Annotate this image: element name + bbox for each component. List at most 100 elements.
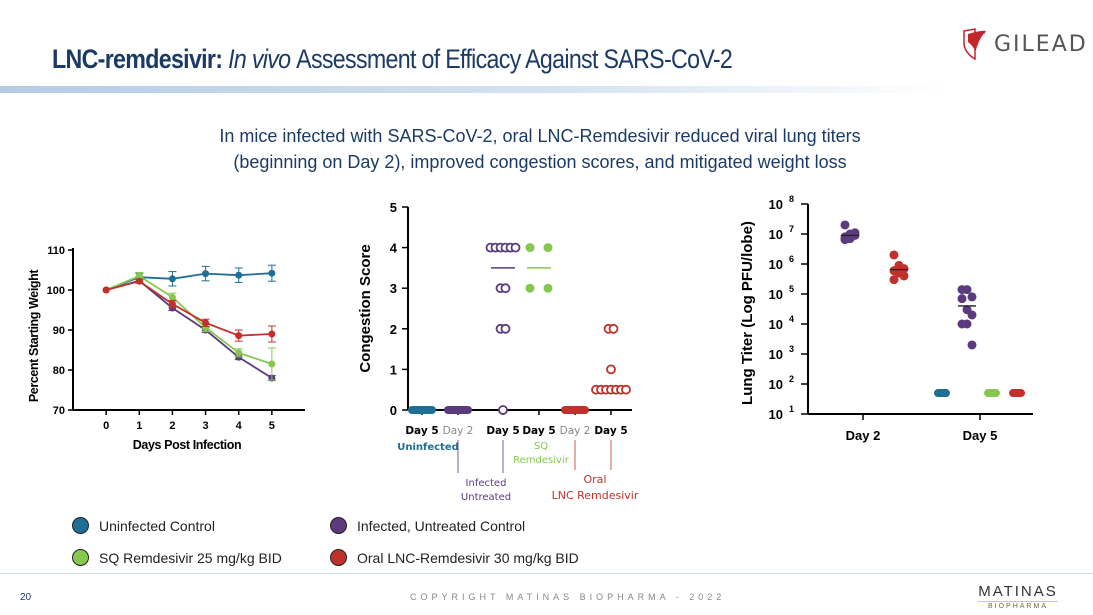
data-point	[268, 269, 276, 277]
data-point	[967, 292, 977, 302]
series-line-uninfected	[105, 272, 272, 291]
data-point	[543, 243, 553, 253]
y-tick-label: 10	[769, 317, 783, 332]
matinas-wordmark: MATINAS	[978, 583, 1058, 600]
legend-item-sq: SQ Remdesivir 25 mg/kg BID	[72, 549, 282, 566]
data-point	[510, 242, 521, 253]
data-point-cluster	[934, 389, 950, 398]
legend-swatch-untreated	[330, 517, 347, 534]
copyright-text: COPYRIGHT MATINAS BIOPHARMA - 2022	[410, 592, 726, 602]
legend-item-oral: Oral LNC-Remdesivir 30 mg/kg BID	[330, 549, 579, 566]
y-tick-label: 10	[769, 227, 783, 242]
matinas-logo: MATINAS BIOPHARMA	[978, 583, 1058, 610]
data-point	[168, 275, 176, 283]
x-tick-label: Day 2	[846, 428, 881, 443]
y-tick-label: 10	[769, 287, 783, 302]
data-point	[235, 349, 243, 357]
x-tick-label: Day 5	[594, 425, 627, 437]
data-point	[202, 319, 210, 327]
subtitle: In mice infected with SARS-CoV-2, oral L…	[180, 123, 900, 175]
data-point	[845, 230, 855, 240]
data-point	[202, 270, 210, 278]
legend-label: Uninfected Control	[99, 517, 215, 534]
y-axis-label: Congestion Score	[357, 244, 374, 372]
data-point	[899, 271, 909, 281]
y-tick-label: 4	[390, 241, 398, 256]
series-line-untreated	[105, 279, 273, 379]
y-tick-exponent: 6	[789, 254, 794, 264]
y-tick-label: 110	[47, 245, 65, 257]
data-point	[967, 340, 977, 350]
y-tick-label: 1	[390, 362, 397, 377]
x-tick-label: Day 2	[560, 425, 591, 437]
data-point	[268, 330, 276, 338]
y-tick-exponent: 2	[789, 374, 794, 384]
gilead-shield-icon	[963, 28, 986, 60]
y-tick-label: 2	[390, 322, 397, 337]
y-tick-exponent: 5	[789, 284, 794, 294]
x-tick-label: Day 5	[486, 425, 519, 437]
footer-divider	[0, 573, 1093, 574]
x-tick-label: 1	[136, 420, 142, 432]
series-line-oral	[105, 280, 272, 337]
y-tick-label: 100	[47, 285, 65, 297]
data-point-cluster	[444, 406, 472, 414]
matinas-subtext: BIOPHARMA	[987, 603, 1048, 610]
legend-swatch-sq	[72, 549, 89, 566]
data-point	[202, 324, 210, 332]
subtitle-line-1: In mice infected with SARS-CoV-2, oral L…	[219, 126, 861, 146]
legend-label: Oral LNC-Remdesivir 30 mg/kg BID	[357, 549, 579, 566]
data-point	[268, 360, 276, 368]
data-point-cluster	[408, 406, 436, 414]
gilead-wordmark: GILEAD	[994, 31, 1088, 57]
data-point	[235, 271, 243, 279]
y-tick-label: 90	[53, 325, 65, 337]
legend-item-untreated: Infected, Untreated Control	[330, 517, 525, 534]
group-label-untreated: Untreated	[461, 492, 511, 503]
legend-swatch-oral	[330, 549, 347, 566]
page-title: LNC-remdesivir: In vivo Assessment of Ef…	[52, 44, 733, 75]
group-label-sq: SQ	[534, 441, 548, 452]
gilead-logo: GILEAD	[962, 28, 1088, 60]
y-tick-exponent: 4	[789, 314, 794, 324]
x-tick-label: 5	[269, 420, 275, 432]
title-italic: In vivo	[228, 44, 291, 74]
y-tick-label: 10	[769, 407, 783, 422]
group-label-uninfected: Uninfected	[397, 442, 459, 453]
group-label-untreated: Infected	[466, 478, 507, 489]
data-point	[608, 323, 619, 334]
data-point-cluster	[984, 389, 1000, 398]
group-label-oral: LNC Remdesivir	[552, 489, 639, 502]
data-point	[500, 323, 511, 334]
legend-label: SQ Remdesivir 25 mg/kg BID	[99, 549, 282, 566]
data-point	[889, 275, 899, 285]
y-axis-label: Percent Starting Weight	[27, 269, 41, 402]
lung-titer-chart: 10 1 10 2 10 3 10 4 10 5 10 6 10 7 10 8 Lung Titer (Log …	[739, 194, 1033, 443]
data-point	[525, 243, 535, 253]
title-rest: Assessment of Efficacy Against SARS-CoV-…	[296, 44, 733, 74]
data-point	[102, 286, 110, 294]
y-tick-exponent: 3	[789, 344, 794, 354]
data-point	[525, 283, 535, 293]
data-point	[621, 384, 631, 395]
title-bold: LNC-remdesivir:	[52, 44, 223, 74]
x-tick-label: 0	[103, 420, 109, 432]
x-tick-label: Day 5	[963, 428, 998, 443]
subtitle-line-2: (beginning on Day 2), improved congestio…	[233, 152, 847, 172]
x-tick-label: Day 2	[443, 425, 474, 437]
data-point	[135, 277, 143, 285]
y-tick-label: 10	[769, 257, 783, 272]
x-tick-label: 4	[236, 420, 243, 432]
data-point	[543, 283, 553, 293]
weight-chart: 70 80 90 100 110 0 1 2 3 4 5 Days Post Infection Per…	[27, 245, 305, 452]
y-tick-label: 10	[769, 377, 783, 392]
matinas-divider	[978, 601, 1058, 602]
y-tick-label: 0	[390, 403, 397, 418]
page-number: 20	[20, 592, 32, 603]
y-tick-exponent: 1	[789, 404, 794, 414]
y-tick-label: 10	[769, 347, 783, 362]
y-tick-label: 3	[390, 281, 397, 296]
x-tick-label: 3	[203, 420, 209, 432]
legend-label: Infected, Untreated Control	[357, 517, 526, 534]
